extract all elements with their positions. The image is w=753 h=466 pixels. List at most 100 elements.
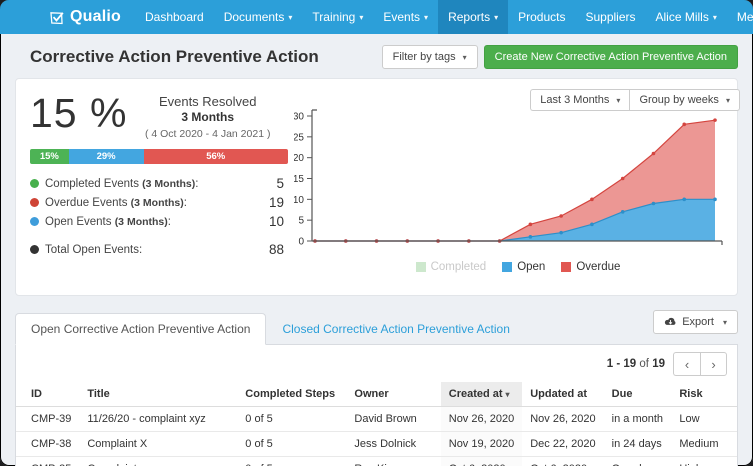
chevron-down-icon: ▾ [359, 12, 364, 22]
chevron-down-icon: ▾ [288, 12, 293, 22]
chart-column: Last 3 Months ▾ Group by weeks ▾ 0 5 10 15 2… [294, 89, 742, 283]
chart-controls: Last 3 Months ▾ Group by weeks ▾ [530, 89, 740, 111]
qualio-logo-icon [48, 9, 65, 26]
resolution-progress-bar: 15% 29% 56% [30, 149, 288, 164]
tab-open-capa[interactable]: Open Corrective Action Preventive Action [15, 313, 267, 345]
chart-legend-overdue[interactable]: Overdue [561, 261, 620, 273]
column-header-created[interactable]: Created at ▾ [440, 382, 523, 407]
export-button[interactable]: Export ▾ [653, 310, 738, 334]
chart-legend-completed[interactable]: Completed [415, 261, 486, 273]
table-row[interactable]: CMP-35Complaint0 of 5Ray KimOct 6, 2020O… [16, 456, 737, 466]
nav-item-suppliers[interactable]: Suppliers [585, 10, 636, 24]
stats-legend-item: Open Events (3 Months): 10 [30, 212, 288, 231]
svg-text:10: 10 [294, 195, 304, 206]
column-header-owner[interactable]: Owner [346, 382, 441, 407]
user-menu[interactable]: Alice Mills ▾ [655, 10, 717, 24]
stats-legend-value: 5 [276, 176, 284, 191]
capa-table: ID Title Completed Steps Owner Created at ▾ Up… [16, 382, 737, 466]
cloud-download-icon [664, 317, 677, 327]
cell-id: CMP-38 [16, 431, 80, 457]
chevron-down-icon: ▾ [722, 317, 727, 327]
chevron-down-icon: ▾ [494, 12, 499, 22]
nav-items: Dashboard Documents ▾ Training ▾ Events ▾ Repor… [135, 0, 646, 34]
column-header-id[interactable]: ID [16, 382, 80, 407]
stats-legend-item: Overdue Events (3 Months): 19 [30, 193, 288, 212]
table-row[interactable]: CMP-39 11/26/20 - complaint xyz 0 of 5 Davi… [16, 406, 737, 432]
filter-by-tags-button[interactable]: Filter by tags ▾ [381, 45, 478, 69]
cell-created: Nov 26, 2020 [440, 406, 523, 432]
column-header-risk[interactable]: Risk [671, 382, 737, 407]
range-dropdown[interactable]: Last 3 Months ▾ [530, 89, 630, 111]
events-resolved-label: Events Resolved [158, 94, 257, 109]
cell-title: Complaint X [79, 431, 238, 457]
legend-swatch-icon [561, 262, 572, 272]
nav-item-products[interactable]: Products [518, 10, 566, 24]
stats-legend-label: Overdue Events (3 Months): [45, 196, 187, 209]
pagination-prev-button[interactable]: ‹ [673, 352, 700, 376]
stats-legend-label: Completed Events (3 Months): [45, 177, 199, 190]
svg-text:30: 30 [294, 112, 304, 123]
brand-name: Qualio [70, 8, 121, 25]
chevron-down-icon: ▾ [616, 96, 621, 105]
chevron-down-icon: ▾ [462, 53, 467, 62]
org-menu[interactable]: Medical Devi... [736, 10, 753, 24]
stats-legend-item: Total Open Events: 88 [30, 240, 288, 259]
progress-segment: 29% [68, 149, 144, 164]
cell-owner: David Brown [346, 406, 441, 432]
stats-column: 15 % Events Resolved 3 Months ( 4 Oct 20… [30, 90, 288, 283]
svg-text:20: 20 [294, 153, 304, 164]
cell-owner: Jess Dolnick [346, 431, 441, 457]
cell-steps: 0 of 5 [237, 456, 347, 466]
stats-legend: Completed Events (3 Months): 5 Overdue Eve… [30, 174, 288, 259]
column-header-due[interactable]: Due [603, 382, 672, 407]
group-by-dropdown[interactable]: Group by weeks ▾ [629, 89, 740, 111]
nav-item-training[interactable]: Training ▾ [312, 10, 364, 24]
chevron-down-icon: ▾ [712, 12, 717, 22]
chevron-down-icon: ▾ [725, 96, 730, 105]
stats-legend-value: 19 [268, 195, 284, 210]
cell-created: Nov 19, 2020 [440, 431, 523, 457]
cell-steps: 0 of 5 [237, 431, 347, 457]
legend-swatch-icon [502, 262, 513, 272]
stats-legend-label: Open Events (3 Months): [45, 215, 171, 228]
table-header-row: ID Title Completed Steps Owner Created at ▾ Up… [16, 382, 737, 407]
cell-title: Complaint [79, 456, 238, 466]
cell-risk: Medium [671, 431, 737, 457]
nav-item-events[interactable]: Events ▾ [383, 10, 429, 24]
cell-steps: 0 of 5 [237, 406, 347, 432]
pagination: 1 - 19 of 19 ‹ › [16, 345, 737, 382]
tab-closed-capa[interactable]: Closed Corrective Action Preventive Acti… [282, 322, 510, 336]
chart-legend: Completed Open Overdue [294, 261, 742, 273]
pagination-next-button[interactable]: › [700, 352, 727, 376]
legend-dot-icon [30, 245, 39, 254]
page-header: Corrective Action Preventive Action Filt… [0, 34, 753, 78]
stats-legend-item: Completed Events (3 Months): 5 [30, 174, 288, 193]
cell-updated: Nov 26, 2020 [522, 406, 604, 432]
cell-id: CMP-35 [16, 456, 80, 466]
results-count: 1 - 19 of 19 [606, 358, 665, 370]
nav-item-reports[interactable]: Reports ▾ [438, 0, 509, 34]
nav-item-dashboard[interactable]: Dashboard [144, 10, 204, 24]
cell-risk: Low [671, 406, 737, 432]
legend-dot-icon [30, 198, 39, 207]
column-header-steps[interactable]: Completed Steps [237, 382, 347, 407]
page-title: Corrective Action Preventive Action [30, 47, 319, 66]
capa-table-panel: 1 - 19 of 19 ‹ › ID Title Completed Steps O… [15, 345, 738, 466]
tabs-row: Open Corrective Action Preventive Action… [15, 310, 738, 345]
create-capa-button[interactable]: Create New Corrective Action Preventive … [483, 45, 738, 69]
cell-title: 11/26/20 - complaint xyz [79, 406, 238, 432]
legend-swatch-icon [415, 262, 426, 272]
legend-dot-icon [30, 217, 39, 226]
brand[interactable]: Qualio [48, 0, 121, 34]
header-actions: Filter by tags ▾ Create New Corrective A… [381, 45, 738, 69]
cell-due: in 24 days [603, 431, 672, 457]
column-header-updated[interactable]: Updated at [522, 382, 604, 407]
nav-item-documents[interactable]: Documents ▾ [223, 10, 293, 24]
column-header-title[interactable]: Title [79, 382, 238, 407]
cell-created: Oct 6, 2020 [440, 456, 523, 466]
navbar: Qualio Dashboard Documents ▾ Training ▾ Event… [0, 0, 753, 34]
svg-text:25: 25 [294, 132, 304, 143]
summary-card: 15 % Events Resolved 3 Months ( 4 Oct 20… [15, 78, 740, 296]
chart-legend-open[interactable]: Open [502, 261, 545, 273]
